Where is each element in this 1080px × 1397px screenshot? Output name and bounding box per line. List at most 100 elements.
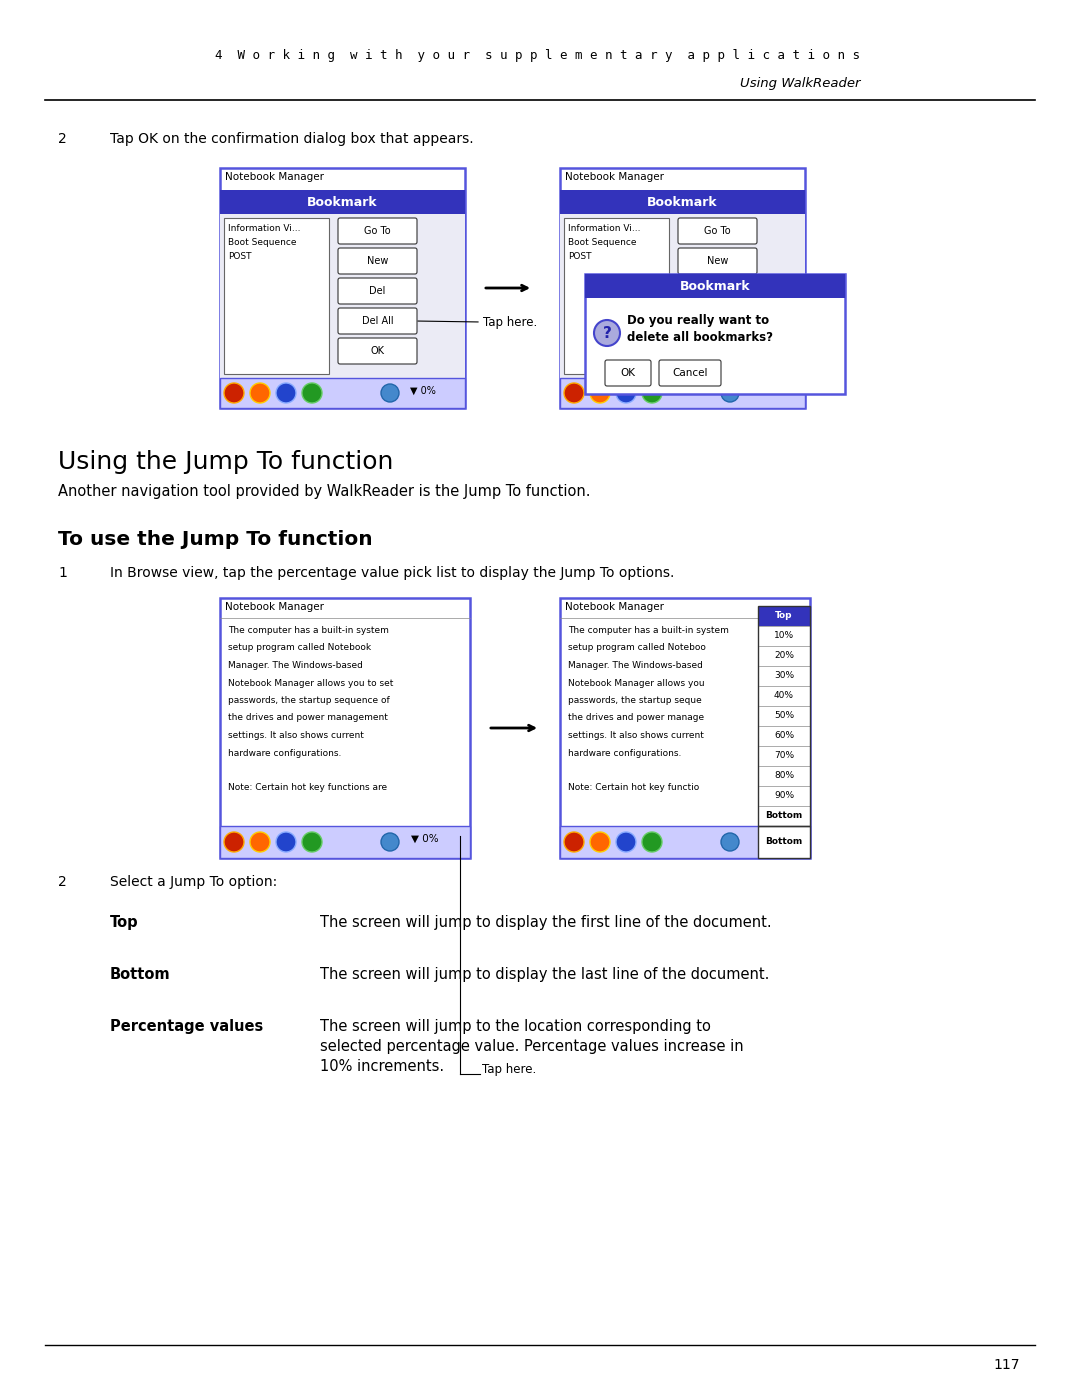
Circle shape [616, 383, 636, 402]
Text: Notebook Manager: Notebook Manager [225, 602, 324, 612]
Text: 20%: 20% [774, 651, 794, 661]
Text: 80%: 80% [774, 771, 794, 781]
FancyBboxPatch shape [338, 218, 417, 244]
Text: pa: pa [224, 286, 234, 296]
Circle shape [302, 383, 322, 402]
Bar [220, 168, 465, 408]
Text: 1: 1 [58, 566, 67, 580]
Text: Select a Jump To option:: Select a Jump To option: [110, 875, 278, 888]
Text: pa: pa [564, 286, 575, 296]
Text: 90%: 90% [774, 792, 794, 800]
Circle shape [594, 320, 620, 346]
Bar [758, 645, 810, 666]
Text: se: se [224, 321, 233, 330]
Bar [220, 826, 470, 858]
Text: se: se [224, 236, 233, 244]
Circle shape [564, 383, 584, 402]
Circle shape [302, 833, 322, 852]
Text: Note: Certain hot key functions are: Note: Certain hot key functions are [228, 784, 387, 792]
Bar [561, 598, 810, 858]
Text: Notebook Manager allows you to set: Notebook Manager allows you to set [228, 679, 393, 687]
Bar [758, 666, 810, 686]
Text: Notebook Manager: Notebook Manager [225, 172, 324, 182]
Text: OK: OK [370, 346, 384, 356]
Text: OK: OK [621, 367, 635, 379]
Text: Del All: Del All [362, 316, 393, 326]
Bar [758, 806, 810, 826]
Bar [220, 598, 470, 858]
Text: Manager. The Windows-based: Manager. The Windows-based [228, 661, 363, 671]
Text: The screen will jump to display the last line of the document.: The screen will jump to display the last… [320, 967, 769, 982]
Text: Boot Sequence: Boot Sequence [228, 237, 297, 247]
FancyBboxPatch shape [678, 249, 757, 274]
Text: Tap OK on the confirmation dialog box that appears.: Tap OK on the confirmation dialog box th… [110, 131, 474, 147]
Text: 2: 2 [58, 131, 67, 147]
Text: Bookmark: Bookmark [307, 196, 377, 208]
Circle shape [642, 833, 662, 852]
Text: M: M [224, 253, 231, 263]
FancyBboxPatch shape [338, 307, 417, 334]
Circle shape [224, 833, 244, 852]
Text: Bottom: Bottom [110, 967, 171, 982]
FancyBboxPatch shape [678, 278, 757, 305]
Text: ?: ? [603, 326, 611, 341]
Bar [561, 168, 805, 408]
Bar [758, 826, 810, 858]
Circle shape [276, 833, 296, 852]
Text: settings. It also shows current: settings. It also shows current [228, 731, 364, 740]
Bar [585, 274, 845, 394]
Text: In Browse view, tap the percentage value pick list to display the Jump To option: In Browse view, tap the percentage value… [110, 566, 674, 580]
FancyBboxPatch shape [338, 249, 417, 274]
Text: ha: ha [224, 338, 234, 346]
Text: Manager. The Windows-based: Manager. The Windows-based [568, 661, 703, 671]
Text: Bottom: Bottom [766, 837, 802, 847]
Text: POST: POST [228, 251, 252, 261]
Text: Do you really want to: Do you really want to [627, 314, 769, 327]
Text: th: th [224, 305, 232, 313]
Text: N: N [564, 372, 570, 381]
Circle shape [590, 383, 610, 402]
Bar [758, 686, 810, 705]
Text: 70%: 70% [774, 752, 794, 760]
Circle shape [249, 833, 270, 852]
Text: se: se [564, 321, 573, 330]
Bar [220, 190, 465, 214]
Text: Bookmark: Bookmark [647, 196, 717, 208]
Text: Notebook Manager: Notebook Manager [565, 602, 664, 612]
Text: Go To: Go To [364, 226, 391, 236]
Text: Bottom: Bottom [766, 812, 802, 820]
FancyBboxPatch shape [659, 360, 721, 386]
Circle shape [590, 833, 610, 852]
Text: settings. It also shows current: settings. It also shows current [568, 731, 704, 740]
Text: hardware configurations.: hardware configurations. [568, 749, 681, 757]
Text: passwords, the startup sequence of: passwords, the startup sequence of [228, 696, 390, 705]
Bar [561, 214, 805, 379]
Text: New: New [706, 256, 728, 265]
Text: Top: Top [775, 612, 793, 620]
Text: 40%: 40% [774, 692, 794, 700]
Text: N: N [224, 270, 230, 279]
Text: 30%: 30% [774, 672, 794, 680]
Text: M: M [564, 253, 571, 263]
Bar [561, 826, 810, 858]
Text: Top: Top [110, 915, 138, 930]
Text: Boot Sequence: Boot Sequence [568, 237, 636, 247]
Circle shape [642, 383, 662, 402]
Text: The screen will jump to display the first line of the document.: The screen will jump to display the firs… [320, 915, 771, 930]
Text: ha: ha [564, 338, 575, 346]
Circle shape [381, 833, 399, 851]
Text: 117: 117 [994, 1358, 1020, 1372]
FancyBboxPatch shape [605, 360, 651, 386]
Text: The screen will jump to the location corresponding to: The screen will jump to the location cor… [320, 1018, 711, 1034]
Text: Note: Certain hot key functio: Note: Certain hot key functio [568, 784, 699, 792]
Text: th: th [564, 305, 572, 313]
Circle shape [276, 383, 296, 402]
Text: Del: Del [369, 286, 386, 296]
Text: hardware configurations.: hardware configurations. [228, 749, 341, 757]
Circle shape [721, 833, 739, 851]
Bar [758, 606, 810, 626]
Text: selected percentage value. Percentage values increase in: selected percentage value. Percentage va… [320, 1039, 744, 1053]
Bar [220, 379, 465, 408]
Text: Bookmark: Bookmark [679, 279, 751, 292]
FancyBboxPatch shape [338, 338, 417, 365]
